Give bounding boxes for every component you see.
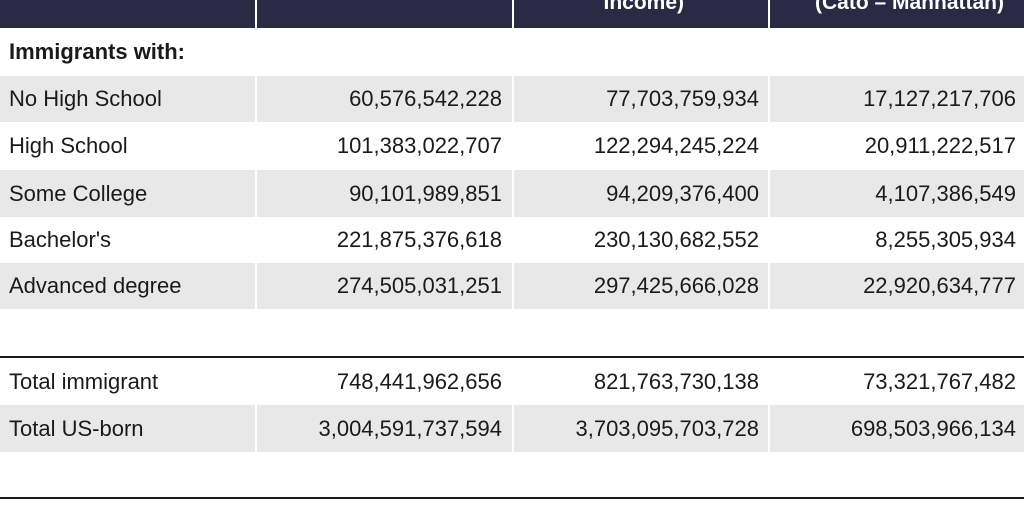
cell-value-col1: 3,004,591,737,594 — [318, 415, 502, 441]
cell-value-col3: 4,107,386,549 — [875, 180, 1016, 206]
cell-value-col3: 22,920,634,777 — [863, 273, 1016, 298]
column-divider — [255, 263, 257, 309]
header-cell-col2: Income) — [603, 0, 684, 14]
column-divider — [768, 170, 770, 217]
column-divider — [255, 405, 257, 452]
section-row: Immigrants with: — [0, 28, 1024, 76]
header-cell-label — [0, 0, 254, 28]
cell-value-col2: 122,294,245,224 — [593, 133, 759, 158]
column-divider — [512, 405, 514, 452]
table-header: Income) (Cato – Manhattan) — [0, 0, 1024, 28]
cell-value-col2: 3,703,095,703,728 — [575, 415, 759, 441]
column-divider — [512, 263, 514, 309]
row-label: Bachelor's — [9, 227, 112, 252]
cell-value-col2: 230,130,682,552 — [593, 227, 759, 252]
column-divider — [768, 28, 770, 76]
cell-value-col3: 73,321,767,482 — [863, 368, 1016, 394]
section-label: Immigrants with: — [9, 39, 186, 64]
cell-value-col2: 297,425,666,028 — [593, 273, 759, 298]
cell-value-col3: 17,127,217,706 — [863, 86, 1016, 111]
header-divider — [255, 0, 257, 28]
cell-value-col1: 101,383,022,707 — [336, 133, 502, 158]
column-divider — [768, 405, 770, 452]
column-divider — [512, 76, 514, 122]
cell-value-col3: 20,911,222,517 — [864, 133, 1016, 158]
cell-value-col3: 8,255,305,934 — [875, 227, 1016, 252]
total-row: Total immigrant 748,441,962,656 821,763,… — [0, 358, 1024, 405]
column-divider — [768, 76, 770, 122]
bottom-divider — [0, 497, 1024, 499]
row-label: Some College — [9, 180, 148, 206]
row-label: Total US-born — [9, 415, 144, 441]
cell-value-col1: 60,576,542,228 — [349, 86, 502, 111]
row-label: No High School — [9, 86, 162, 111]
row-label: Advanced degree — [9, 273, 182, 298]
totals-divider — [0, 356, 1024, 358]
table-row: High School 101,383,022,707 122,294,245,… — [0, 122, 1024, 170]
column-divider — [255, 170, 257, 217]
cell-value-col2: 77,703,759,934 — [606, 86, 759, 111]
row-label: Total immigrant — [9, 368, 159, 394]
cell-value-col2: 94,209,376,400 — [606, 180, 759, 206]
total-row: Total US-born 3,004,591,737,594 3,703,09… — [0, 405, 1024, 452]
cell-value-col1: 221,875,376,618 — [336, 227, 502, 252]
column-divider — [512, 28, 514, 76]
cell-value-col1: 748,441,962,656 — [336, 368, 502, 394]
cell-value-col1: 274,505,031,251 — [336, 273, 502, 298]
header-cell-col3: (Cato – Manhattan) — [815, 0, 1004, 14]
cell-value-col2: 821,763,730,138 — [593, 368, 759, 394]
column-divider — [768, 263, 770, 309]
table-row: Advanced degree 274,505,031,251 297,425,… — [0, 263, 1024, 309]
table-row: Bachelor's 221,875,376,618 230,130,682,5… — [0, 217, 1024, 263]
header-divider — [512, 0, 514, 28]
column-divider — [255, 28, 257, 76]
header-cell-col1 — [257, 0, 511, 28]
cell-value-col3: 698,503,966,134 — [850, 415, 1016, 441]
column-divider — [512, 170, 514, 217]
row-label: High School — [9, 133, 128, 158]
cell-value-col1: 90,101,989,851 — [349, 180, 502, 206]
header-divider — [768, 0, 770, 28]
table-row: No High School 60,576,542,228 77,703,759… — [0, 76, 1024, 122]
table-row: Some College 90,101,989,851 94,209,376,4… — [0, 170, 1024, 217]
column-divider — [255, 76, 257, 122]
